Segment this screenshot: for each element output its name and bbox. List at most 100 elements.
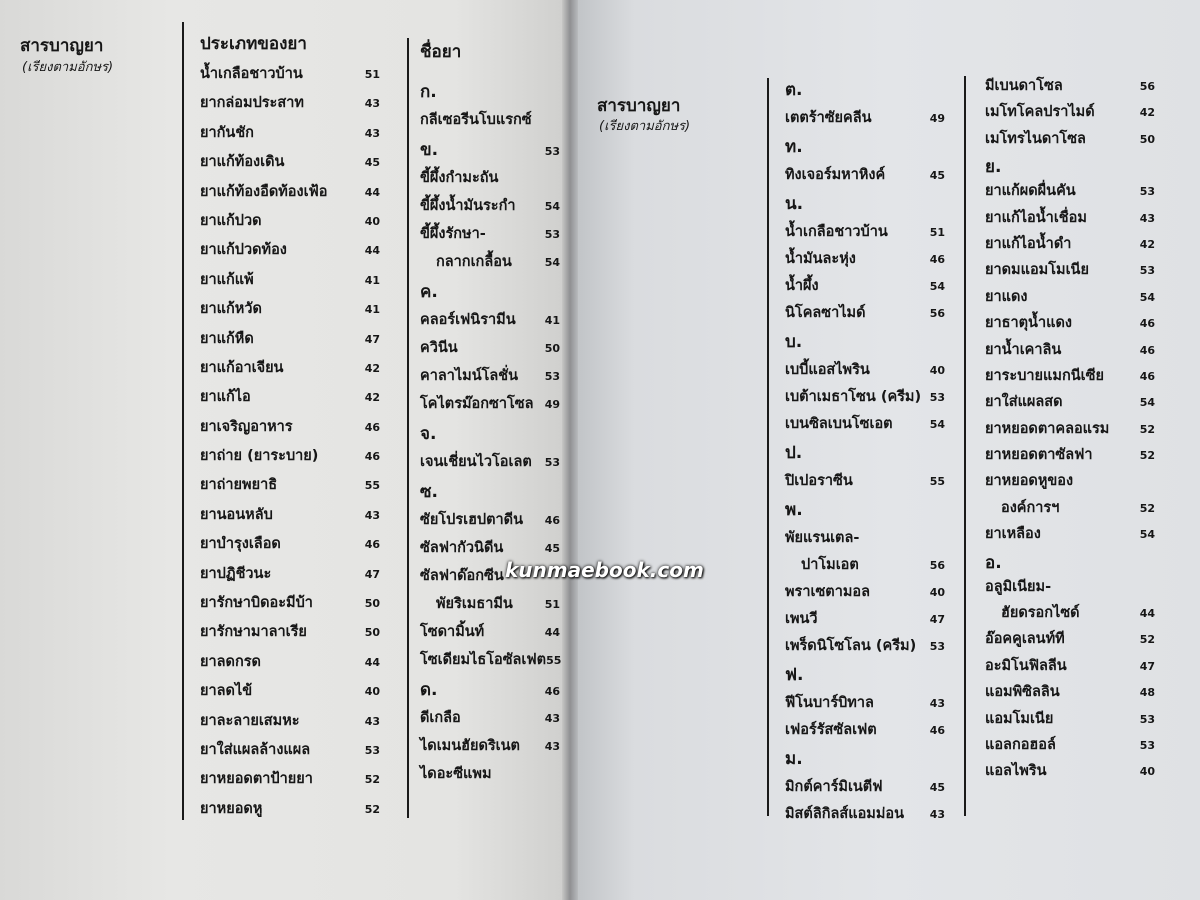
entry-label: เฟอร์รัสซัลเฟต <box>785 722 877 738</box>
page-number: 47 <box>1139 659 1155 673</box>
entry-label: เพร็ดนิโซโลน (ครีม) <box>785 638 917 654</box>
section-letter-header: น. <box>785 190 945 220</box>
entry-label: ไดเมนฮัยดริเนต <box>420 738 520 754</box>
entry-label: ยากล่อมประสาท <box>200 95 304 112</box>
index-entry: เบบี้แอสไพริน 40 <box>785 358 945 385</box>
index-entry: ยาหยอดตาป้ายยา 52 <box>200 767 380 796</box>
page-number: 46 <box>1139 369 1155 383</box>
entry-label: ยาแก้ไอน้ำดำ <box>985 235 1072 252</box>
index-entry: กลีเซอรีนโบแรกซ์ <box>420 108 560 136</box>
index-entry: เมโทรไนดาโซล 50 <box>985 127 1155 153</box>
index-entry: ยาเหลือง 54 <box>985 522 1155 548</box>
index-entry: มีเบนดาโซล 56 <box>985 74 1155 100</box>
drug-names-column: ชื่อยา ก. กลีเซอรีนโบแรกซ์ ข. 53 ขี้ผึ้งกำมะ… <box>420 38 561 790</box>
index-entry: เบต้าเมธาโซน (ครีม) 53 <box>785 385 945 412</box>
index-entry: ยาใส่แผลสด 54 <box>985 390 1155 416</box>
index-entry: ยาแก้ท้องอืดท้องเฟ้อ 44 <box>200 180 380 209</box>
entry-label: ยาหยอดหูของ <box>985 473 1074 490</box>
entry-label: ยาเจริญอาหาร <box>200 418 293 435</box>
index-entry: ยากันชัก 43 <box>200 121 380 150</box>
page-number: 46 <box>929 724 945 737</box>
index-column-b: มีเบนดาโซล 56 เมโทโคลปราไมด์ 42 เมโทรไนดาโซล… <box>985 74 1155 786</box>
section-letter: ซ. <box>420 482 438 502</box>
entry-label: ยาธาตุน้ำแดง <box>985 315 1072 332</box>
section-letter-header: ม. <box>785 745 945 775</box>
section-letter-header: ข. 53 <box>420 136 560 166</box>
entry-label: ยาแก้หวัด <box>200 301 262 318</box>
page-number: 54 <box>929 280 945 293</box>
index-entry: ยาแก้ไอ 42 <box>200 385 380 414</box>
entry-label: ยาแก้ปวดท้อง <box>200 242 287 259</box>
index-entry: องค์การฯ 52 <box>985 496 1155 522</box>
page-number: 40 <box>929 586 945 599</box>
index-entry: ยาเจริญอาหาร 46 <box>200 415 380 444</box>
page-number: 53 <box>1139 712 1155 726</box>
entry-label: เบต้าเมธาโซน (ครีม) <box>785 389 922 405</box>
index-entry: ยาถ่ายพยาธิ 55 <box>200 473 380 502</box>
page-number: 50 <box>364 597 380 611</box>
entry-label: คลอร์เฟนิรามีน <box>420 312 516 328</box>
page-number: 43 <box>364 97 380 111</box>
page-number: 53 <box>544 370 560 383</box>
index-entry: ปิเปอราซีน 55 <box>785 469 945 496</box>
entry-label: เบบี้แอสไพริน <box>785 362 870 378</box>
entry-label: ยาแก้ท้องเดิน <box>200 154 285 171</box>
index-entry: ยาแดง 54 <box>985 285 1155 311</box>
index-entry: ยาแก้ไอน้ำดำ 42 <box>985 232 1155 258</box>
page-number: 40 <box>1139 765 1155 779</box>
entry-label: เจนเชี่ยนไวโอเลต <box>420 454 532 470</box>
page-number: 46 <box>364 420 380 434</box>
page-number: 44 <box>364 244 380 258</box>
entry-label: ยาแก้แพ้ <box>200 271 254 288</box>
entry-label: ยารักษาบิดอะมีบ้า <box>200 595 313 612</box>
index-entry: น้ำมันละหุ่ง 46 <box>785 247 945 274</box>
index-entry: พราเซตามอล 40 <box>785 580 945 607</box>
index-entry: ควินีน 50 <box>420 336 560 364</box>
entry-label: น้ำมันละหุ่ง <box>785 251 856 267</box>
page-number: 54 <box>1139 528 1155 542</box>
page-number: 42 <box>364 391 380 405</box>
index-entry: อ๊อคคูเลนท์ที 52 <box>985 627 1155 653</box>
section-letter-header: ท. <box>785 133 945 163</box>
index-entry: แอลไพริน 40 <box>985 759 1155 785</box>
section-letter-header: ซ. <box>420 478 560 508</box>
index-entry: ยาแก้หืด 47 <box>200 327 380 356</box>
entry-label: โซเดียมไธโอซัลเฟต <box>420 652 547 668</box>
page-number: 53 <box>1139 264 1155 278</box>
entry-label: ยาถ่ายพยาธิ <box>200 477 278 494</box>
index-entry: ยาปฏิชีวนะ 47 <box>200 562 380 591</box>
index-entry: ยาแก้อาเจียน 42 <box>200 356 380 385</box>
entry-label: ยาระบายแมกนีเซีย <box>985 367 1104 384</box>
index-entry: ยาระบายแมกนีเซีย 46 <box>985 364 1155 390</box>
entry-label: ยาแก้อาเจียน <box>200 359 284 376</box>
page-number: 40 <box>364 214 380 228</box>
index-entry: ยาใส่แผลล้างแผล 53 <box>200 738 380 767</box>
index-entry: ยาแก้ปวดท้อง 44 <box>200 238 380 267</box>
page-number: 54 <box>1139 396 1155 410</box>
page-number: 40 <box>929 364 945 377</box>
column-divider <box>407 38 409 818</box>
index-entry: โซเดียมไธโอซัลเฟต 55 <box>420 648 561 676</box>
index-entry: ยาหยอดหูของ <box>985 469 1155 495</box>
index-entry: ยาลดกรด 44 <box>200 650 380 679</box>
index-entry: เมโทโคลปราไมด์ 42 <box>985 100 1155 126</box>
page-number: 56 <box>1139 80 1155 93</box>
index-entry: ยาแก้ผดผื่นคัน 53 <box>985 179 1155 205</box>
page-number: 53 <box>544 228 560 241</box>
entry-label: ดีเกลือ <box>420 710 461 726</box>
page-number: 56 <box>929 307 945 320</box>
index-entry: ยาแก้ไอน้ำเชื่อม 43 <box>985 206 1155 232</box>
index-entry: พัยแรนเตล- <box>785 526 945 553</box>
index-entry: ยาธาตุน้ำแดง 46 <box>985 311 1155 337</box>
entry-label: กลากเกลื้อน <box>436 254 512 270</box>
section-letter: ม. <box>785 749 803 769</box>
index-entry: น้ำเกลือชาวบ้าน 51 <box>200 62 380 91</box>
section-letter: น. <box>785 194 804 214</box>
page-number: 51 <box>929 226 945 239</box>
section-letter-header: จ. <box>420 420 560 450</box>
entry-label: ทิงเจอร์มหาหิงค์ <box>785 167 886 183</box>
entry-label: ยานอนหลับ <box>200 506 273 523</box>
entry-label: นิโคลซาไมด์ <box>785 305 866 321</box>
entry-label: พราเซตามอล <box>785 584 870 600</box>
page-number: 53 <box>929 391 945 404</box>
